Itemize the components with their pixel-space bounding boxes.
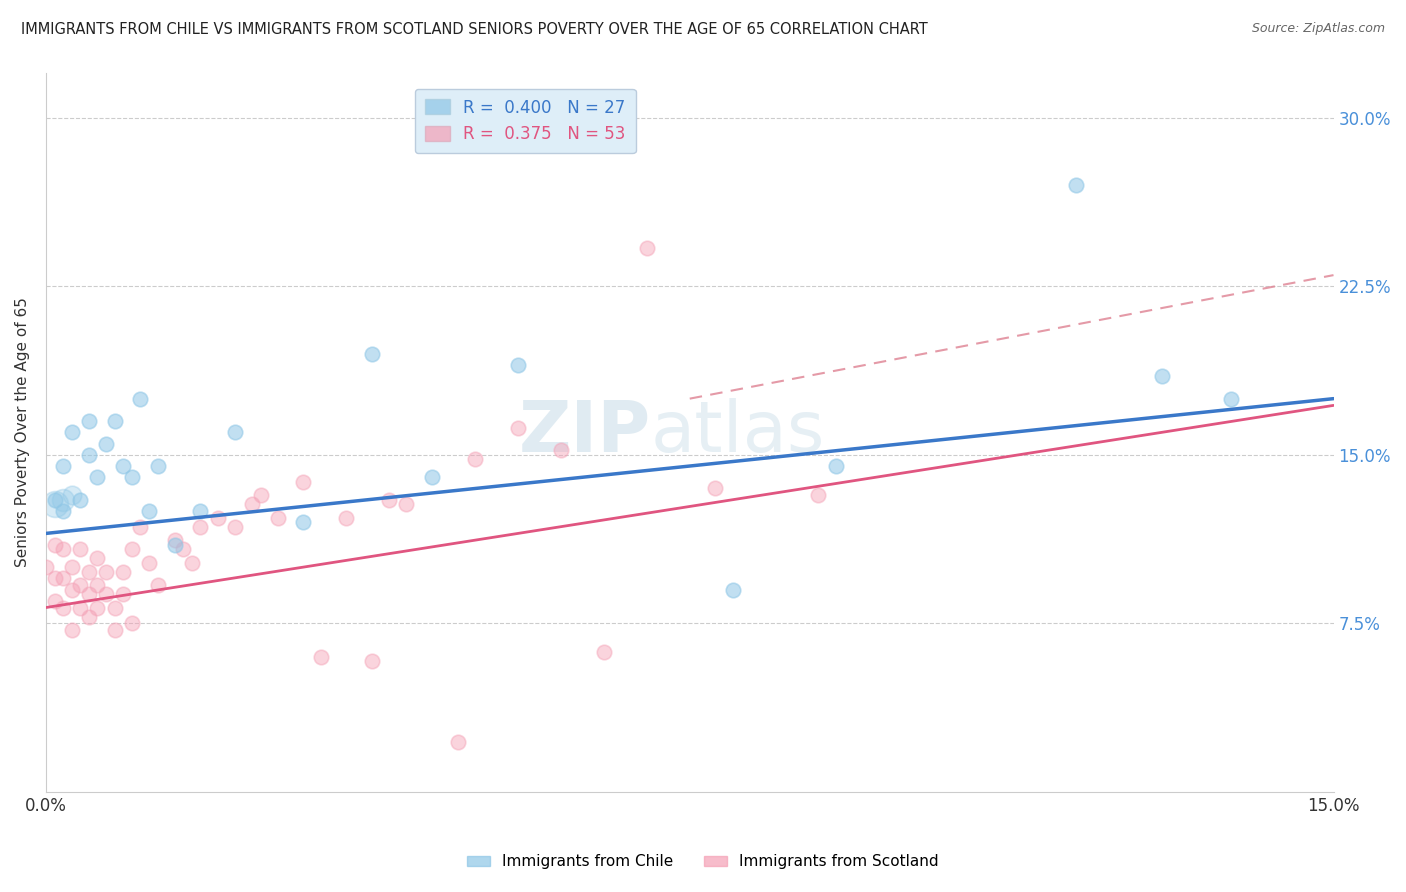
Point [104, 600, 127, 615]
Point [721, 582, 744, 597]
Text: ZIP: ZIP [519, 398, 651, 467]
Point [77, 414, 100, 428]
Legend: R =  0.400   N = 27, R =  0.375   N = 53: R = 0.400 N = 27, R = 0.375 N = 53 [415, 88, 636, 153]
Point [69, 578, 91, 592]
Point [112, 587, 135, 601]
Text: IMMIGRANTS FROM CHILE VS IMMIGRANTS FROM SCOTLAND SENIORS POVERTY OVER THE AGE O: IMMIGRANTS FROM CHILE VS IMMIGRANTS FROM… [21, 22, 928, 37]
Point [44, 538, 66, 552]
Point [77, 448, 100, 462]
Point [163, 538, 186, 552]
Point [86, 578, 108, 592]
Point [207, 510, 229, 524]
Point [77, 587, 100, 601]
Point [550, 443, 572, 458]
Text: Source: ZipAtlas.com: Source: ZipAtlas.com [1251, 22, 1385, 36]
Point [172, 542, 194, 557]
Point [52, 571, 75, 585]
Point [335, 510, 357, 524]
Point [52, 504, 75, 518]
Point [69, 600, 91, 615]
Point [60, 560, 83, 574]
Point [146, 458, 169, 473]
Point [309, 649, 332, 664]
Point [593, 645, 616, 659]
Point [104, 623, 127, 637]
Point [52, 600, 75, 615]
Point [112, 565, 135, 579]
Point [60, 623, 83, 637]
Legend: Immigrants from Chile, Immigrants from Scotland: Immigrants from Chile, Immigrants from S… [461, 848, 945, 875]
Point [267, 510, 290, 524]
Point [129, 392, 152, 406]
Point [224, 519, 246, 533]
Point [69, 492, 91, 507]
Point [1150, 369, 1173, 384]
Point [77, 565, 100, 579]
Point [129, 519, 152, 533]
Point [807, 488, 830, 502]
Point [44, 571, 66, 585]
Point [60, 425, 83, 440]
Point [240, 497, 263, 511]
Point [190, 519, 212, 533]
Point [506, 421, 529, 435]
Point [44, 594, 66, 608]
Point [77, 609, 100, 624]
Point [112, 458, 135, 473]
Point [361, 347, 384, 361]
Point [395, 497, 418, 511]
Point [138, 556, 160, 570]
Point [94, 587, 117, 601]
Point [249, 488, 271, 502]
Point [52, 458, 75, 473]
Point [138, 504, 160, 518]
Point [121, 616, 143, 631]
Y-axis label: Seniors Poverty Over the Age of 65: Seniors Poverty Over the Age of 65 [15, 297, 30, 567]
Point [86, 600, 108, 615]
Point [60, 488, 83, 502]
Point [94, 565, 117, 579]
Point [224, 425, 246, 440]
Point [180, 556, 202, 570]
Point [378, 492, 401, 507]
Point [464, 452, 486, 467]
Point [292, 475, 315, 489]
Point [86, 551, 108, 566]
Point [636, 241, 658, 255]
Point [447, 735, 470, 749]
Text: atlas: atlas [651, 398, 825, 467]
Point [824, 458, 846, 473]
Point [292, 515, 315, 529]
Point [44, 497, 66, 511]
Point [146, 578, 169, 592]
Point [86, 470, 108, 484]
Point [104, 414, 127, 428]
Point [121, 542, 143, 557]
Point [52, 542, 75, 557]
Point [1219, 392, 1241, 406]
Point [44, 492, 66, 507]
Point [52, 492, 75, 507]
Point [1064, 178, 1087, 193]
Point [69, 542, 91, 557]
Point [60, 582, 83, 597]
Point [361, 655, 384, 669]
Point [704, 482, 727, 496]
Point [420, 470, 443, 484]
Point [190, 504, 212, 518]
Point [121, 470, 143, 484]
Point [35, 560, 58, 574]
Point [94, 436, 117, 450]
Point [163, 533, 186, 548]
Point [506, 358, 529, 372]
